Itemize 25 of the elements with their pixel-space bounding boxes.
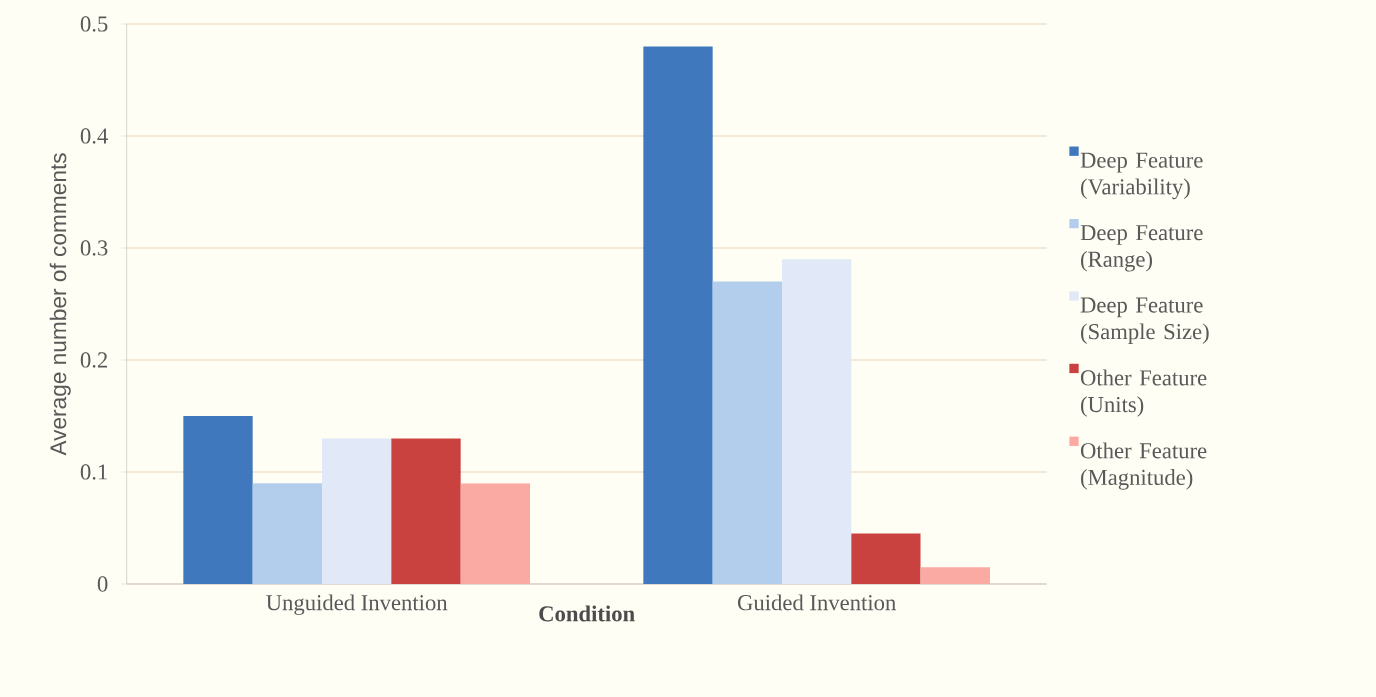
bar <box>920 567 991 584</box>
bar <box>391 438 461 584</box>
y-tick-label: 0.5 <box>80 16 108 32</box>
x-tick-label: Guided Invention <box>737 594 896 611</box>
bar <box>782 259 852 584</box>
y-tick-label: 0.2 <box>80 352 108 368</box>
legend-label: Other Feature (Units) <box>1080 369 1207 417</box>
y-tick-label: 0.1 <box>80 464 107 480</box>
bar <box>851 533 921 584</box>
x-tick-label: Unguided Invention <box>266 594 448 615</box>
bar <box>643 46 713 584</box>
y-axis-title: Average number of comments <box>49 153 71 456</box>
bar <box>712 281 783 584</box>
bar <box>460 483 531 584</box>
legend-label: Other Feature (Magnitude) <box>1080 442 1207 490</box>
bar <box>252 483 323 584</box>
x-axis-title: Condition <box>539 605 635 622</box>
y-tick-label: 0.3 <box>80 240 108 256</box>
legend-label: Deep Feature (Variability) <box>1080 152 1203 199</box>
bar <box>322 438 392 584</box>
legend-label: Deep Feature (Sample Size) <box>1080 297 1209 344</box>
legend-label: Deep Feature (Range) <box>1080 225 1203 272</box>
y-tick-label: 0 <box>97 576 108 592</box>
bar <box>183 415 253 584</box>
y-tick-label: 0.4 <box>80 128 108 144</box>
